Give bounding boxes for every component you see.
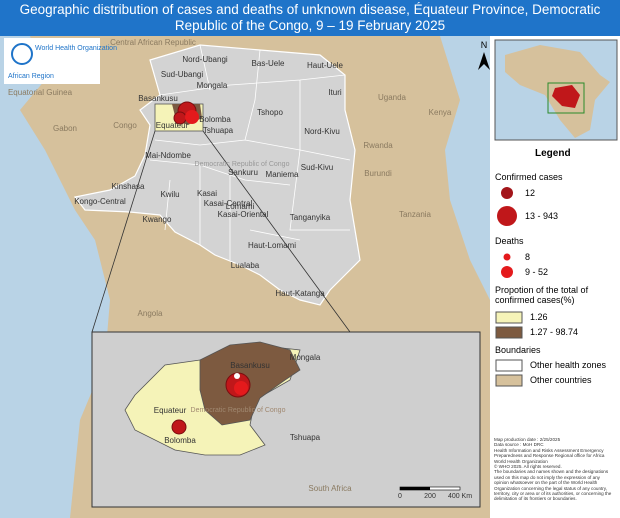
legend-symbol [501, 266, 513, 278]
scale-label: 400 Km [448, 493, 472, 500]
legend-title: Legend [535, 148, 571, 159]
logo-emblem [11, 43, 33, 65]
case-marker [171, 419, 187, 435]
scale-bar [400, 487, 430, 490]
drc [73, 44, 361, 306]
death-marker [234, 381, 248, 395]
province-label: Kwilu [160, 190, 179, 199]
north-arrow [478, 52, 490, 70]
legend-symbol [495, 326, 523, 339]
province-label: Nord-Ubangi [182, 55, 228, 64]
province-label: Lualaba [231, 261, 260, 270]
footnote-line: Data source : MoH DRC [494, 442, 544, 448]
logo-org: World Health Organization [35, 45, 117, 52]
country-label: Burundi [364, 169, 392, 178]
province-boundaries [149, 44, 351, 260]
zoom-line [202, 130, 351, 333]
footnote-line: Map production date : 2/25/2025 [494, 437, 561, 442]
province-label: Kongo-Central [74, 197, 126, 206]
country-label: Uganda [378, 93, 407, 102]
country-label: Kenya [429, 108, 452, 117]
province-label: Nord-Kivu [304, 127, 340, 136]
scale-label: 0 [398, 493, 402, 500]
drc-locator [552, 85, 580, 108]
town [234, 373, 240, 379]
country-label: South Africa [308, 484, 352, 493]
inset-label: Equateur [154, 406, 187, 415]
scale-label: 200 [424, 493, 436, 500]
province-label: Basankusu [138, 94, 178, 103]
footnote: Map production date : 2/25/2025 Data sour… [494, 437, 616, 502]
country-label: Angola [138, 309, 163, 318]
province-label: Equateur [156, 121, 189, 130]
legend-symbol [495, 374, 523, 387]
footnote-line: Health Information and Risks Assessment … [494, 447, 605, 459]
province-label: Lomami [226, 202, 255, 211]
legend-symbol [503, 253, 511, 261]
ocean [440, 36, 490, 300]
ocean [0, 36, 110, 518]
footnote-line: World Health Organization [494, 458, 548, 464]
zoom-line [91, 130, 156, 333]
province-label: Tshuapa [203, 126, 234, 135]
country-label: Equatorial Guinea [8, 88, 73, 97]
legend-item: 1.27 - 98.74 [530, 327, 579, 337]
province-label: Haut-Uele [307, 61, 344, 70]
footnote-line: © WHO 2025. All rights reserved. [494, 464, 562, 470]
province-label: Bolomba [199, 115, 231, 124]
legend-item: 9 - 52 [525, 267, 549, 277]
province-label: Kasai [197, 189, 217, 198]
legend-symbol [495, 311, 523, 324]
north-label: N [481, 40, 488, 50]
province-label: Mongala [197, 81, 228, 90]
logo-region: African Region [8, 73, 54, 80]
country-label: Congo [113, 121, 137, 130]
inset-label: Basankusu [230, 361, 270, 370]
footnote-line: The boundaries and names shown and the d… [494, 469, 612, 502]
legend-symbol [497, 206, 517, 226]
province-label: Sankuru [228, 168, 258, 177]
legend-heading: Confirmed cases [495, 172, 563, 182]
country-label: Tanzania [399, 210, 432, 219]
province-label: Kasai-Oriental [218, 210, 269, 219]
province-label: Kwango [143, 215, 172, 224]
inset-label: Tshuapa [290, 433, 321, 442]
province-label: Sud-Ubangi [161, 70, 203, 79]
country-label: Central African Republic [110, 38, 196, 47]
province-label: Ituri [328, 88, 342, 97]
legend-item: 8 [525, 252, 531, 262]
province-label: Kasai-Central [204, 199, 253, 208]
logo-box [4, 38, 100, 84]
province-label: Sud-Kivu [301, 163, 333, 172]
death-marker [185, 110, 199, 124]
legend-item: 1.26 [530, 312, 548, 322]
legend-symbol [495, 359, 523, 372]
province-label: Bas-Uele [252, 59, 285, 68]
legend-symbol [501, 187, 513, 199]
inset-label: Bolomba [164, 436, 196, 445]
province-label: Kinshasa [112, 182, 145, 191]
legend-item: Other countries [530, 375, 592, 385]
locator-box [547, 82, 585, 114]
legend-heading: Deaths [495, 236, 524, 246]
province-label: Tshopo [257, 108, 283, 117]
country-label: Rwanda [363, 141, 393, 150]
province-label: Haut-Katanga [275, 289, 325, 298]
legend-item: Other health zones [530, 360, 607, 370]
province-label: Haut-Lomami [248, 241, 296, 250]
legend-heading: Propotion of the total of confirmed case… [495, 285, 589, 305]
country-label: Democratic Republic of Congo [195, 161, 290, 168]
province-label: Tanganyika [290, 213, 331, 222]
province-label: Maniema [266, 170, 299, 179]
province-label: Mai-Ndombe [145, 151, 191, 160]
country-label: Gabon [53, 124, 77, 133]
inset-label: Mongala [290, 353, 321, 362]
inset-label: Democratic Republic of Congo [191, 407, 286, 414]
legend-item: 12 [525, 188, 536, 198]
title: Geographic distribution of cases and dea… [0, 0, 620, 36]
legend-heading: Boundaries [495, 345, 541, 355]
legend-item: 13 - 943 [525, 211, 559, 221]
